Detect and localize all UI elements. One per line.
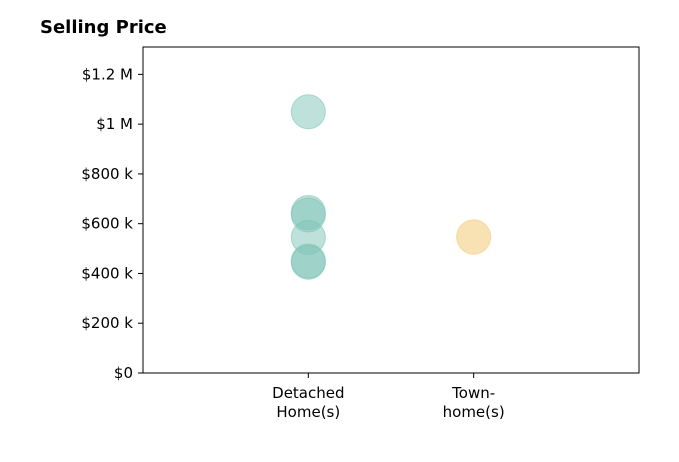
y-tick-label: $0: [114, 364, 133, 382]
data-point: [290, 94, 326, 130]
y-tick-label: $600 k: [81, 215, 133, 233]
x-tick-label-line: Detached: [272, 384, 344, 402]
x-tick-label-line: Home(s): [276, 403, 340, 421]
y-tick-label: $200 k: [81, 314, 133, 332]
y-tick-label: $800 k: [81, 165, 133, 183]
y-tick-label: $1.2 M: [82, 65, 133, 83]
data-point: [290, 244, 326, 280]
y-tick-label: $400 k: [81, 264, 133, 282]
x-tick-label-line: home(s): [443, 403, 505, 421]
x-tick-label: Town-home(s): [443, 384, 505, 421]
x-tick-label-line: Town-: [451, 384, 495, 402]
chart-title: Selling Price: [40, 17, 167, 38]
y-tick-label: $1 M: [96, 115, 133, 133]
data-point: [456, 219, 492, 255]
plot-frame: [142, 46, 640, 374]
x-tick-label: Detached Home(s): [272, 384, 344, 421]
